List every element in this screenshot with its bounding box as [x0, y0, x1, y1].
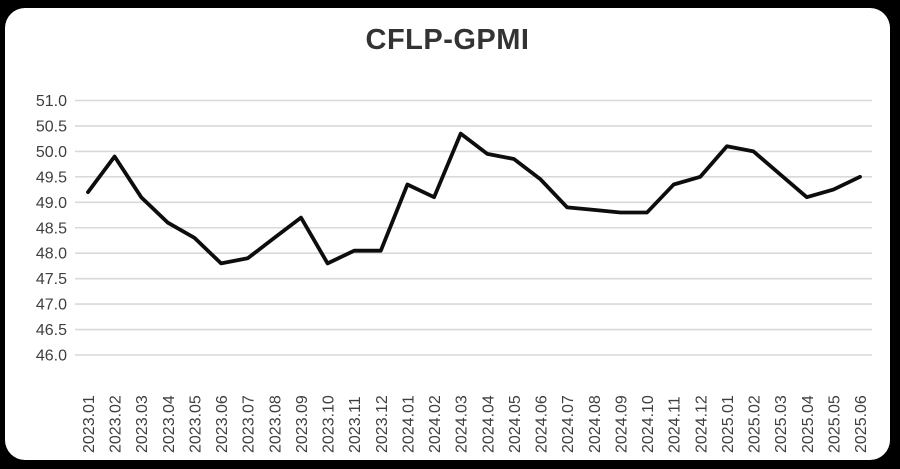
- x-tick-label: 2023.10: [321, 395, 338, 453]
- y-tick-label: 49.5: [36, 169, 67, 186]
- y-tick-label: 47.0: [36, 297, 67, 314]
- y-tick-label: 50.5: [36, 118, 67, 135]
- x-tick-label: 2024.09: [613, 395, 630, 453]
- y-tick-label: 48.5: [36, 220, 67, 237]
- x-tick-label: 2025.05: [826, 395, 843, 453]
- x-tick-label: 2024.01: [400, 395, 417, 453]
- y-tick-label: 46.5: [36, 322, 67, 339]
- x-tick-label: 2025.02: [747, 395, 764, 453]
- y-tick-label: 46.0: [36, 348, 67, 365]
- x-tick-label: 2024.07: [560, 395, 577, 453]
- y-tick-label: 51.0: [36, 93, 67, 110]
- x-tick-label: 2025.01: [720, 395, 737, 453]
- x-tick-label: 2023.12: [374, 395, 391, 453]
- x-tick-label: 2023.06: [214, 395, 231, 453]
- x-tick-label: 2024.12: [693, 395, 710, 453]
- x-tick-label: 2023.04: [161, 395, 178, 453]
- y-tick-label: 47.5: [36, 271, 67, 288]
- x-tick-label: 2024.10: [640, 395, 657, 453]
- x-tick-label: 2024.08: [587, 395, 604, 453]
- x-tick-label: 2023.09: [294, 395, 311, 453]
- data-line-cflp-gpmi: [86, 131, 862, 266]
- y-tick-label: 48.0: [36, 246, 67, 263]
- x-tick-label: 2023.01: [81, 395, 98, 453]
- x-tick-label: 2023.02: [108, 395, 125, 453]
- x-tick-label: 2025.04: [800, 395, 817, 453]
- x-tick-label: 2024.06: [534, 395, 551, 453]
- x-tick-label: 2024.02: [427, 395, 444, 453]
- x-tick-label: 2023.07: [241, 395, 258, 453]
- x-tick-label: 2023.05: [187, 395, 204, 453]
- x-tick-label: 2025.06: [853, 395, 870, 453]
- x-tick-label: 2024.11: [667, 396, 684, 453]
- y-tick-label: 50.0: [36, 144, 67, 161]
- chart-card: CFLP-GPMI: [5, 8, 890, 460]
- x-tick-label: 2024.03: [454, 395, 471, 453]
- chart-title: CFLP-GPMI: [365, 24, 530, 56]
- x-tick-label: 2023.03: [134, 395, 151, 453]
- x-tick-label: 2024.04: [480, 395, 497, 453]
- x-tick-label: 2025.03: [773, 395, 790, 453]
- x-tick-label: 2024.05: [507, 395, 524, 453]
- x-tick-label: 2023.11: [347, 396, 364, 453]
- y-tick-label: 49.0: [36, 195, 67, 212]
- x-tick-label: 2023.08: [267, 395, 284, 453]
